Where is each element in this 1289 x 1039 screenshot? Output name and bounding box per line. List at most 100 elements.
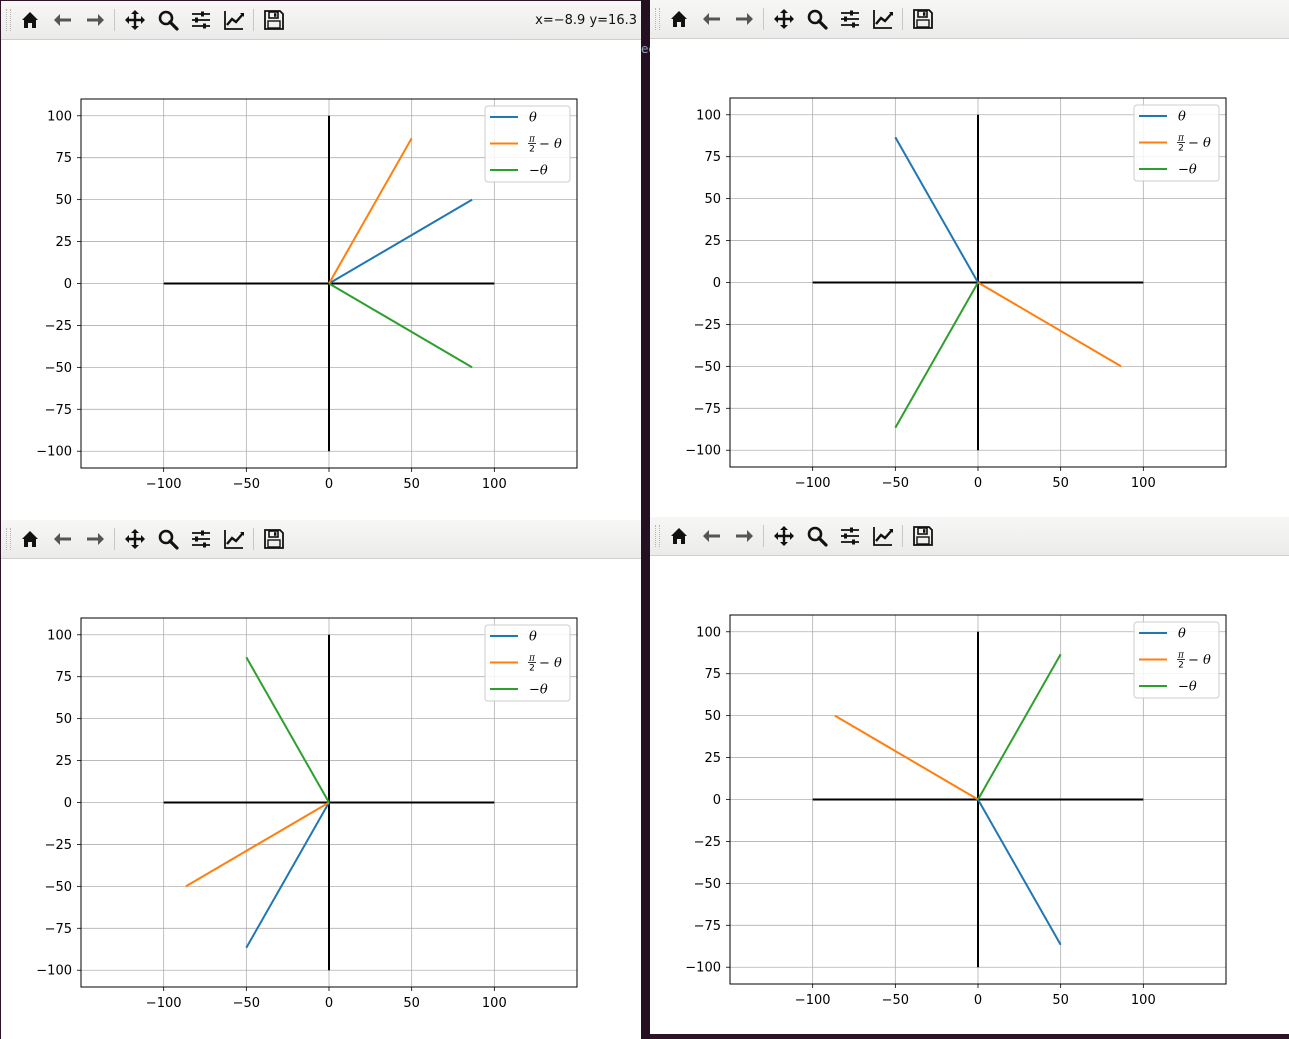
figure-canvas[interactable]: −100 −50 0 50 100 100 75 50 25 0 −25 −50 −75 −100 θπ2 …: [1, 40, 641, 520]
y-tick-label: 75: [704, 150, 721, 165]
legend-label: − θ: [539, 137, 562, 152]
figure-canvas[interactable]: −100 −50 0 50 100 100 75 50 25 0 −25 −50 −75 −100 θπ2 …: [650, 39, 1289, 517]
y-tick-label: 75: [55, 670, 72, 685]
cursor-coordinates-readout: x=−8.9 y=16.3: [535, 13, 637, 28]
back-arrow-button[interactable]: [50, 526, 76, 552]
y-tick-label: −25: [45, 319, 72, 334]
series-line-neg-theta: [245, 656, 330, 803]
legend-label: θ: [1178, 110, 1186, 125]
back-arrow-button[interactable]: [699, 6, 725, 32]
legend[interactable]: θπ2 − θ −θ: [1133, 104, 1220, 182]
legend[interactable]: θπ2 − θ −θ: [1133, 621, 1220, 699]
toolbar-grip[interactable]: [6, 528, 11, 550]
y-tick-label: 50: [704, 192, 721, 207]
y-tick-label: 25: [55, 754, 72, 769]
configure-subplots-button[interactable]: [188, 7, 214, 33]
y-tick-label: −50: [694, 877, 721, 892]
x-tick-label: −50: [882, 476, 909, 491]
toolbar-grip[interactable]: [655, 525, 660, 547]
toolbar-separator: [253, 9, 254, 31]
back-arrow-button[interactable]: [50, 7, 76, 33]
home-button[interactable]: [17, 526, 43, 552]
figure-window-bottom-right: −100 −50 0 50 100 100 75 50 25 0 −25 −50 −75 −100 θ π 2 …: [650, 517, 1289, 1034]
legend-label: π: [528, 654, 536, 664]
configure-subplots-button[interactable]: [188, 526, 214, 552]
legend-label: θ: [1178, 627, 1186, 642]
edit-axis-button[interactable]: [221, 7, 247, 33]
pan-icon: [125, 529, 145, 549]
x-tick-label: −100: [146, 477, 182, 492]
back-arrow-button[interactable]: [699, 523, 725, 549]
legend-label: − θ: [1188, 653, 1211, 668]
legend[interactable]: θπ2 − θ −θ: [484, 624, 571, 702]
x-tick-label: 50: [1052, 993, 1069, 1008]
home-button[interactable]: [17, 7, 43, 33]
configure-subplots-button[interactable]: [837, 523, 863, 549]
zoom-button[interactable]: [155, 7, 181, 33]
home-button[interactable]: [666, 523, 692, 549]
x-tick-label: 100: [1131, 476, 1156, 491]
figure-canvas[interactable]: −100 −50 0 50 100 100 75 50 25 0 −25 −50 −75 −100 θπ2 …: [650, 556, 1289, 1034]
forward-arrow-button[interactable]: [82, 7, 108, 33]
forward-arrow-button[interactable]: [731, 6, 757, 32]
home-button[interactable]: [666, 6, 692, 32]
forward-arrow-button[interactable]: [731, 523, 757, 549]
x-tick-label: 100: [482, 477, 507, 492]
edit-axis-button[interactable]: [870, 523, 896, 549]
edit-axis-icon: [873, 10, 893, 29]
y-tick-label: 75: [704, 667, 721, 682]
y-tick-label: −100: [36, 964, 72, 979]
save-button[interactable]: [261, 526, 287, 552]
save-button[interactable]: [261, 7, 287, 33]
x-tick-label: 50: [403, 477, 420, 492]
y-tick-label: −75: [45, 922, 72, 937]
forward-arrow-button[interactable]: [82, 526, 108, 552]
save-icon: [264, 529, 284, 549]
legend[interactable]: θπ2 − θ −θ: [484, 105, 571, 183]
pan-icon: [125, 10, 145, 30]
series-line-half-pi-minus-theta: [185, 801, 330, 888]
y-tick-label: −50: [45, 880, 72, 895]
figure-canvas[interactable]: −100 −50 0 50 100 100 75 50 25 0 −25 −50 −75 −100 θπ2 …: [1, 559, 641, 1039]
edit-axis-icon: [224, 530, 244, 549]
forward-arrow-icon: [736, 13, 753, 25]
pan-button[interactable]: [771, 6, 797, 32]
pan-icon: [774, 526, 794, 546]
edit-axis-button[interactable]: [221, 526, 247, 552]
toolbar-grip[interactable]: [655, 8, 660, 30]
save-button[interactable]: [910, 6, 936, 32]
configure-subplots-icon: [841, 527, 859, 545]
edit-axis-button[interactable]: [870, 6, 896, 32]
pan-button[interactable]: [771, 523, 797, 549]
legend-label: − θ: [539, 656, 562, 671]
home-icon: [671, 11, 687, 27]
series-line-half-pi-minus-theta: [977, 281, 1122, 368]
y-tick-label: 100: [696, 108, 721, 123]
navigation-toolbar: [650, 0, 1289, 39]
zoom-button[interactable]: [155, 526, 181, 552]
configure-subplots-icon: [841, 10, 859, 28]
zoom-button[interactable]: [804, 523, 830, 549]
tick-labels: −100 −50 0 50 100 100 75 50 25 0 −25 −50 −75 −100: [685, 108, 1155, 491]
pan-button[interactable]: [122, 526, 148, 552]
configure-subplots-button[interactable]: [837, 6, 863, 32]
series-line-theta: [977, 799, 1062, 946]
y-tick-label: −25: [45, 838, 72, 853]
legend-label: − θ: [1188, 136, 1211, 151]
pan-button[interactable]: [122, 7, 148, 33]
toolbar-separator: [763, 525, 764, 547]
y-tick-label: 25: [704, 234, 721, 249]
series-line-theta: [894, 136, 979, 283]
save-button[interactable]: [910, 523, 936, 549]
y-tick-label: −100: [685, 961, 721, 976]
y-tick-label: 0: [64, 796, 72, 811]
x-tick-label: −50: [882, 993, 909, 1008]
back-arrow-icon: [703, 530, 720, 542]
y-tick-label: 0: [713, 793, 721, 808]
toolbar-grip[interactable]: [6, 9, 11, 31]
legend-label: θ: [529, 630, 537, 645]
pan-icon: [774, 9, 794, 29]
back-arrow-icon: [54, 14, 71, 26]
zoom-button[interactable]: [804, 6, 830, 32]
series-line-neg-theta: [977, 653, 1062, 800]
